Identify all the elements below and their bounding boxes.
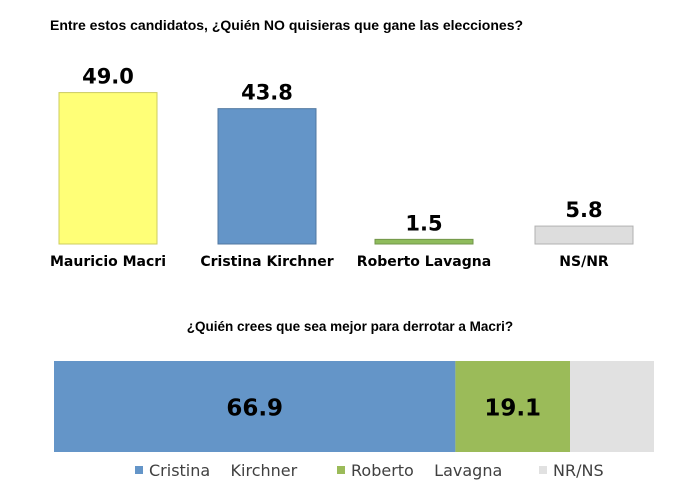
chart2-value-label: 66.9: [226, 396, 283, 422]
chart2-title: ¿Quién crees que sea mejor para derrotar…: [186, 319, 514, 334]
chart1-category-label: NS/NR: [559, 254, 609, 270]
legend-item: NR/NS: [539, 461, 604, 480]
chart1-value-label: 43.8: [241, 81, 293, 105]
chart1-value-label: 49.0: [82, 65, 134, 89]
chart1-category-label: Mauricio Macri: [50, 254, 166, 270]
chart1-category-label: Cristina Kirchner: [200, 254, 333, 270]
chart1-title: Entre estos candidatos, ¿Quién NO quisie…: [50, 17, 524, 33]
legend-swatch: [337, 466, 345, 474]
chart2-legend: Cristina Kirchner Roberto Lavagna NR/NS: [0, 461, 675, 483]
chart1-bar: [374, 238, 474, 245]
chart1-bar: [217, 108, 317, 245]
legend-swatch: [539, 466, 547, 474]
chart1-bar: [58, 92, 158, 245]
chart1-value-label: 1.5: [405, 211, 442, 235]
chart1-bar: [534, 225, 634, 245]
chart2-value-label: 19.1: [484, 396, 541, 422]
legend-item: Cristina Kirchner: [135, 461, 297, 480]
legend-item: Roberto Lavagna: [337, 461, 502, 480]
chart1-value-label: 5.8: [565, 198, 602, 222]
chart2-segment: [455, 361, 570, 452]
chart2-segment: [570, 361, 654, 452]
legend-label: NR/NS: [553, 461, 604, 480]
chart1-plot: 49.0 Mauricio Macri 43.8 Cristina Kirchner 1…: [50, 65, 634, 270]
chart1-category-label: Roberto Lavagna: [357, 254, 491, 270]
legend-label: Roberto Lavagna: [351, 461, 503, 480]
legend-swatch: [135, 466, 143, 474]
legend-label: Cristina Kirchner: [149, 461, 298, 480]
chart2-segment: [54, 361, 456, 452]
